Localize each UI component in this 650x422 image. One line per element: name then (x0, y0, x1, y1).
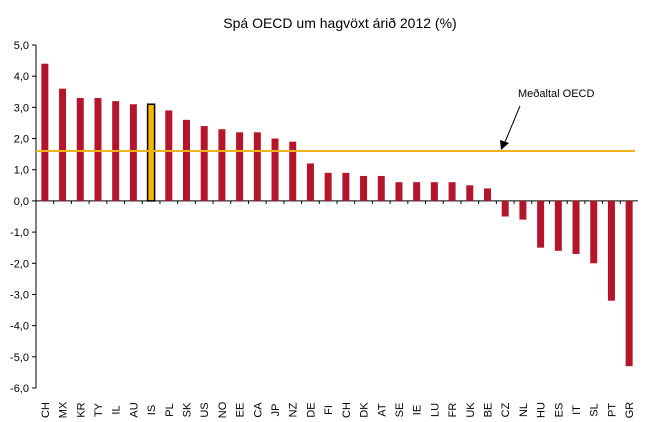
bar (200, 126, 208, 201)
bar (306, 163, 314, 201)
bar (377, 175, 385, 201)
x-tick-label: AU (128, 402, 140, 417)
x-tick-label: CH (341, 402, 353, 418)
bar (484, 188, 491, 201)
bar (253, 132, 261, 201)
x-tick-label: IL (111, 405, 123, 414)
x-tick-label: UK (465, 402, 477, 418)
bar (165, 110, 173, 201)
x-tick-label: IT (571, 405, 583, 415)
x-tick-label: NZ (288, 402, 300, 417)
bar (76, 98, 84, 201)
bar (94, 98, 102, 201)
bar (590, 200, 598, 264)
y-tick-label: 0,0 (14, 196, 29, 208)
bar (607, 200, 615, 301)
bar (289, 141, 297, 201)
annotation-arrow-head (500, 140, 509, 150)
y-tick-label: 1,0 (14, 165, 29, 177)
y-tick-label: -6,0 (10, 383, 29, 395)
x-tick-label: PT (606, 403, 618, 417)
bar (236, 132, 244, 201)
x-tick-label: NO (217, 401, 229, 418)
y-tick-label: -1,0 (10, 227, 29, 239)
x-tick-label: NL (518, 403, 530, 417)
y-tick-label: 2,0 (14, 134, 29, 146)
plot-area: 5,0 4,0 3,0 2,0 1,0 0,0 -1,0 -2,0 -3,0 -4,0 -5,0 -6… (10, 40, 638, 418)
x-tick-label: SK (182, 402, 194, 417)
x-tick-label: HU (536, 402, 548, 418)
x-tick-label: JP (270, 404, 282, 417)
x-tick-label: DE (305, 402, 317, 417)
bar (448, 182, 456, 201)
bar (324, 172, 332, 201)
bar-highlighted (146, 103, 156, 202)
x-tick-label: CA (252, 402, 264, 418)
x-tick-label: FI (323, 405, 335, 415)
bar (554, 200, 562, 251)
average-line-label: Meðaltal OECD (518, 88, 594, 100)
y-tick-label: -4,0 (10, 321, 29, 333)
x-tick-label: DK (359, 402, 371, 418)
x-tick-label: SE (394, 403, 406, 418)
bar (183, 119, 190, 201)
x-tick-label: AT (376, 403, 388, 417)
y-tick-label: 3,0 (14, 102, 29, 114)
x-tick-label: LU (429, 403, 441, 417)
x-tick-label: MX (58, 401, 70, 418)
x-tick-label: PL (164, 403, 176, 416)
annotation-arrow-line (504, 105, 521, 143)
y-tick-label: -5,0 (10, 352, 29, 364)
x-tick-label: KR (75, 402, 87, 417)
x-tick-label: IS (146, 405, 158, 415)
bar (519, 200, 527, 220)
x-tick-label: EE (235, 403, 247, 418)
bar (41, 63, 49, 201)
bar (395, 182, 403, 201)
bar (625, 200, 633, 367)
x-tick-label: TY (93, 402, 105, 417)
bar (430, 182, 438, 201)
x-tick-label: FR (447, 403, 459, 418)
bar (501, 200, 509, 217)
bar (360, 175, 368, 201)
chart-title: Spá OECD um hagvöxt árið 2012 (%) (223, 15, 456, 31)
bar (466, 185, 474, 201)
bar (413, 182, 421, 201)
x-tick-label: CH (40, 402, 52, 418)
x-tick-label: CZ (500, 402, 512, 417)
x-tick-label: GR (624, 402, 636, 419)
x-tick-label: IE (412, 405, 424, 415)
bar (129, 104, 137, 201)
y-tick-label: -3,0 (10, 289, 29, 301)
bar (59, 88, 67, 201)
x-tick-label: SL (589, 403, 601, 416)
bar (218, 129, 226, 201)
bar (271, 138, 279, 201)
bar (572, 200, 580, 254)
y-tick-label: 4,0 (14, 71, 29, 83)
x-tick-label: BE (483, 403, 495, 418)
x-tick-label: ES (553, 403, 565, 418)
y-tick-label: 5,0 (14, 40, 29, 52)
x-tick-label: US (199, 402, 211, 417)
bar (537, 200, 545, 248)
y-tick-label: -2,0 (10, 258, 29, 270)
bar (342, 172, 350, 201)
